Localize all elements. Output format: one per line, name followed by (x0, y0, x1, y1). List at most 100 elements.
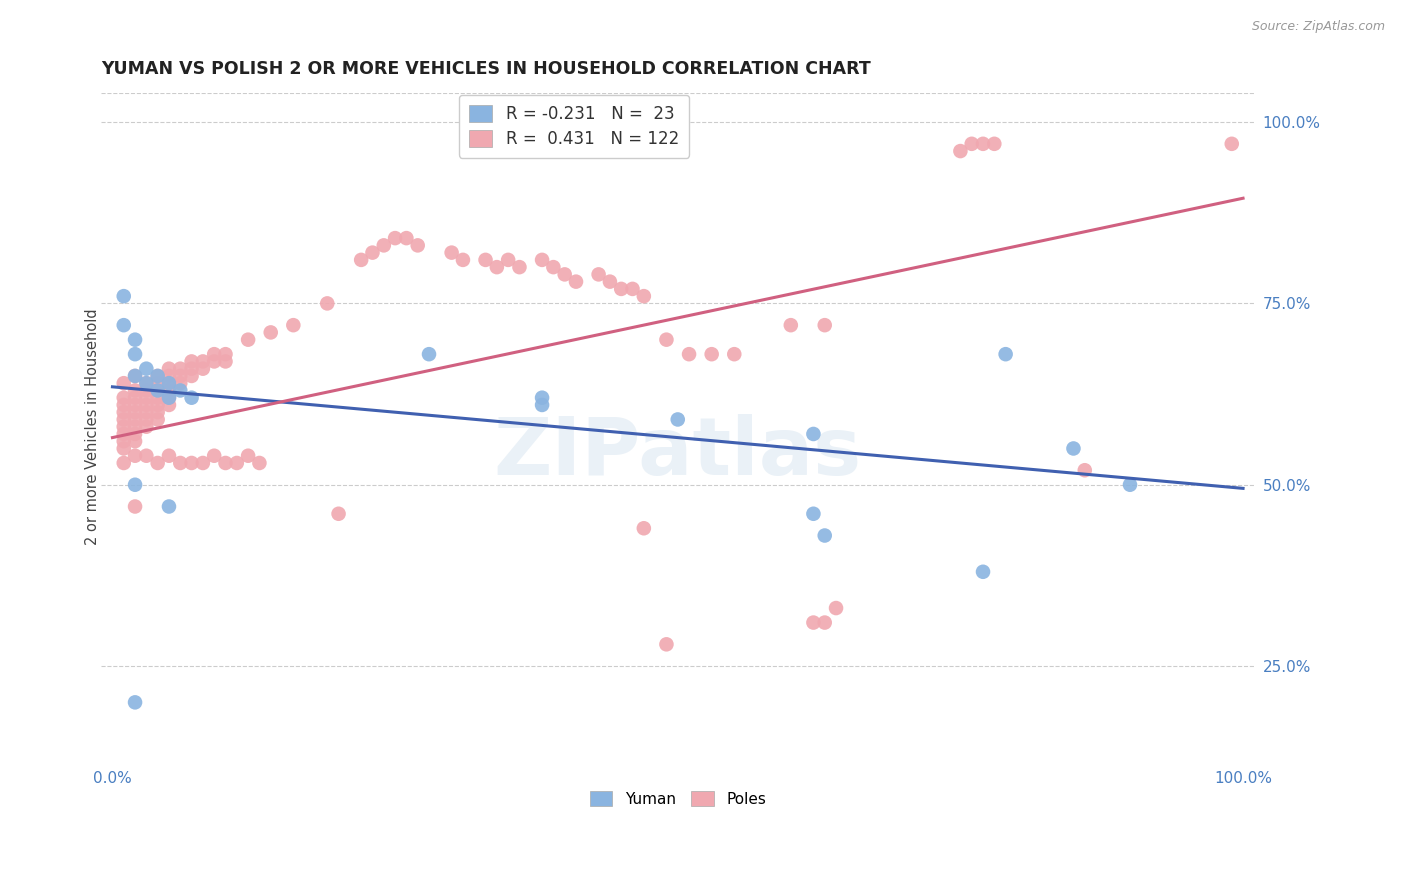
Point (972, 565, 994, 579)
Text: ZIPatlas: ZIPatlas (494, 415, 862, 492)
Point (135, 419, 157, 434)
Legend: Yuman, Poles: Yuman, Poles (583, 785, 772, 813)
Point (621, 282, 644, 296)
Point (260, 326, 283, 340)
Point (283, 318, 305, 333)
Point (202, 354, 225, 368)
Point (316, 296, 339, 310)
Point (451, 252, 474, 267)
Point (1062, 442, 1084, 456)
Point (112, 412, 135, 426)
Point (146, 412, 169, 426)
Point (599, 275, 621, 289)
Point (180, 368, 202, 383)
Point (949, 144, 972, 158)
Point (124, 695, 146, 709)
Point (531, 391, 554, 405)
Point (1119, 477, 1142, 491)
Point (236, 449, 259, 463)
Point (124, 384, 146, 398)
Point (124, 398, 146, 412)
Point (191, 456, 214, 470)
Point (972, 136, 994, 151)
Point (531, 398, 554, 412)
Point (249, 456, 271, 470)
Point (814, 615, 837, 630)
Point (135, 412, 157, 426)
Point (633, 289, 655, 303)
Point (236, 333, 259, 347)
Point (418, 347, 440, 361)
Point (146, 456, 169, 470)
Point (112, 391, 135, 405)
Point (655, 333, 678, 347)
Point (157, 391, 180, 405)
Point (124, 405, 146, 419)
Point (169, 456, 191, 470)
Point (112, 434, 135, 449)
Point (565, 275, 588, 289)
Point (180, 361, 202, 376)
Point (214, 347, 236, 361)
Point (124, 449, 146, 463)
Point (350, 252, 373, 267)
Point (112, 419, 135, 434)
Point (146, 398, 169, 412)
Point (124, 391, 146, 405)
Point (146, 376, 169, 391)
Point (814, 528, 837, 542)
Point (610, 282, 633, 296)
Point (1220, 136, 1243, 151)
Point (440, 245, 463, 260)
Point (112, 405, 135, 419)
Point (124, 419, 146, 434)
Point (157, 391, 180, 405)
Point (960, 136, 983, 151)
Point (169, 376, 191, 391)
Point (406, 238, 429, 252)
Point (361, 245, 384, 260)
Point (112, 427, 135, 442)
Point (588, 268, 610, 282)
Point (633, 521, 655, 535)
Point (814, 318, 837, 333)
Point (1074, 463, 1097, 477)
Point (146, 391, 169, 405)
Text: Source: ZipAtlas.com: Source: ZipAtlas.com (1251, 20, 1385, 33)
Point (803, 615, 825, 630)
Point (723, 347, 745, 361)
Point (146, 384, 169, 398)
Point (202, 347, 225, 361)
Y-axis label: 2 or more Vehicles in Household: 2 or more Vehicles in Household (86, 309, 100, 545)
Point (169, 361, 191, 376)
Point (328, 507, 350, 521)
Point (135, 405, 157, 419)
Point (135, 384, 157, 398)
Point (157, 376, 180, 391)
Point (124, 427, 146, 442)
Point (191, 354, 214, 368)
Point (373, 238, 395, 252)
Point (485, 260, 508, 274)
Point (112, 442, 135, 456)
Point (531, 252, 554, 267)
Point (180, 354, 202, 368)
Point (983, 136, 1005, 151)
Point (169, 368, 191, 383)
Point (678, 347, 700, 361)
Point (180, 456, 202, 470)
Point (135, 376, 157, 391)
Point (554, 268, 576, 282)
Point (135, 449, 157, 463)
Point (225, 456, 247, 470)
Point (157, 376, 180, 391)
Point (124, 368, 146, 383)
Point (135, 398, 157, 412)
Point (825, 601, 848, 615)
Point (700, 347, 723, 361)
Point (146, 368, 169, 383)
Point (157, 449, 180, 463)
Point (157, 368, 180, 383)
Point (146, 384, 169, 398)
Point (124, 333, 146, 347)
